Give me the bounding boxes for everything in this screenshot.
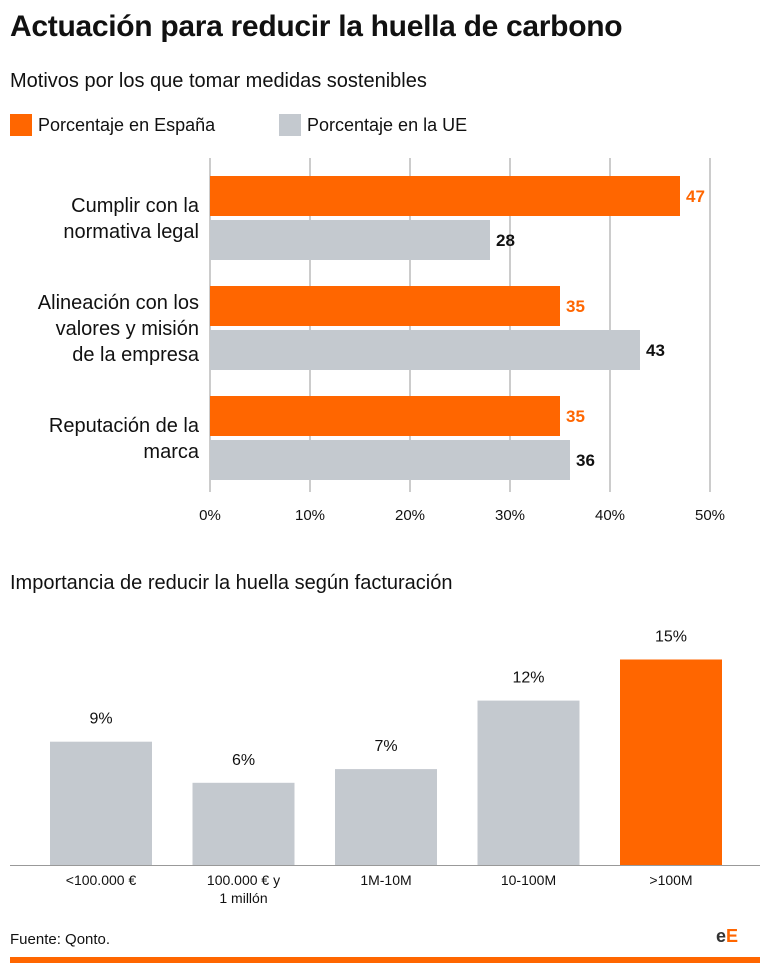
- svg-text:e: e: [716, 926, 726, 946]
- legend-item-spain: Porcentaje en España: [10, 113, 215, 137]
- category-label: 1 millón: [219, 890, 267, 906]
- data-label: 7%: [374, 738, 397, 755]
- bar: [335, 769, 437, 865]
- category-label: <100.000 €: [66, 872, 137, 888]
- x-tick-label: 20%: [395, 507, 425, 524]
- bar-spain: [210, 286, 560, 326]
- vertical-bar-chart: 9% <100.000 € 6% 100.000 € y 1 millón 7% 1M-10…: [10, 629, 760, 906]
- x-tick-label: 10%: [295, 507, 325, 524]
- data-label: 28: [496, 231, 515, 250]
- legend-label-spain: Porcentaje en España: [38, 114, 216, 135]
- horizontal-bar-chart: 0% 10% 20% 30% 40% 50% Cumplir con la normativa…: [38, 158, 725, 524]
- chart-title: Actuación para reducir la huella de carb…: [10, 10, 623, 43]
- bar: [620, 659, 722, 865]
- category-label: 1M-10M: [360, 872, 411, 888]
- x-tick-label: 0%: [199, 507, 221, 524]
- category-label: >100M: [649, 872, 692, 888]
- bar-spain: [210, 396, 560, 436]
- category-label: marca: [143, 441, 199, 463]
- data-label: 35: [566, 297, 585, 316]
- chart2-subtitle: Importancia de reducir la huella según f…: [10, 572, 453, 594]
- data-label: 15%: [655, 629, 687, 646]
- category-label: 10-100M: [501, 872, 556, 888]
- category-label: valores y misión: [56, 318, 199, 340]
- bar: [192, 782, 295, 865]
- legend-item-eu: Porcentaje en la UE: [279, 113, 467, 137]
- data-label: 36: [576, 451, 595, 470]
- category-label: Reputación de la: [49, 415, 200, 437]
- data-label: 47: [686, 187, 705, 206]
- legend: Porcentaje en España Porcentaje en la UE: [10, 113, 710, 137]
- data-label: 6%: [232, 752, 255, 769]
- brand-logo: e E: [716, 926, 738, 946]
- category-label: Cumplir con la: [71, 195, 200, 217]
- x-tick-label: 30%: [495, 507, 525, 524]
- source-note: Fuente: Qonto.: [10, 931, 111, 948]
- category-label: Alineación con los: [38, 292, 199, 314]
- legend-swatch-spain: [10, 114, 32, 136]
- category-label: 100.000 € y: [207, 872, 280, 888]
- footer-rule: [10, 957, 760, 963]
- bar-eu: [210, 440, 570, 480]
- category-label: normativa legal: [63, 221, 199, 243]
- legend-swatch-eu: [279, 114, 301, 136]
- bar: [477, 700, 580, 865]
- bar-spain: [210, 176, 680, 216]
- legend-label-eu: Porcentaje en la UE: [307, 114, 468, 135]
- data-label: 43: [646, 341, 665, 360]
- chart1-subtitle: Motivos por los que tomar medidas sosten…: [10, 70, 427, 92]
- data-label: 35: [566, 407, 585, 426]
- data-label: 9%: [89, 711, 112, 728]
- bar-eu: [210, 220, 490, 260]
- data-label: 12%: [512, 670, 544, 687]
- bar-eu: [210, 330, 640, 370]
- x-tick-label: 40%: [595, 507, 625, 524]
- bar: [50, 741, 152, 865]
- category-label: de la empresa: [72, 344, 200, 366]
- svg-text:E: E: [726, 926, 738, 946]
- x-tick-label: 50%: [695, 507, 725, 524]
